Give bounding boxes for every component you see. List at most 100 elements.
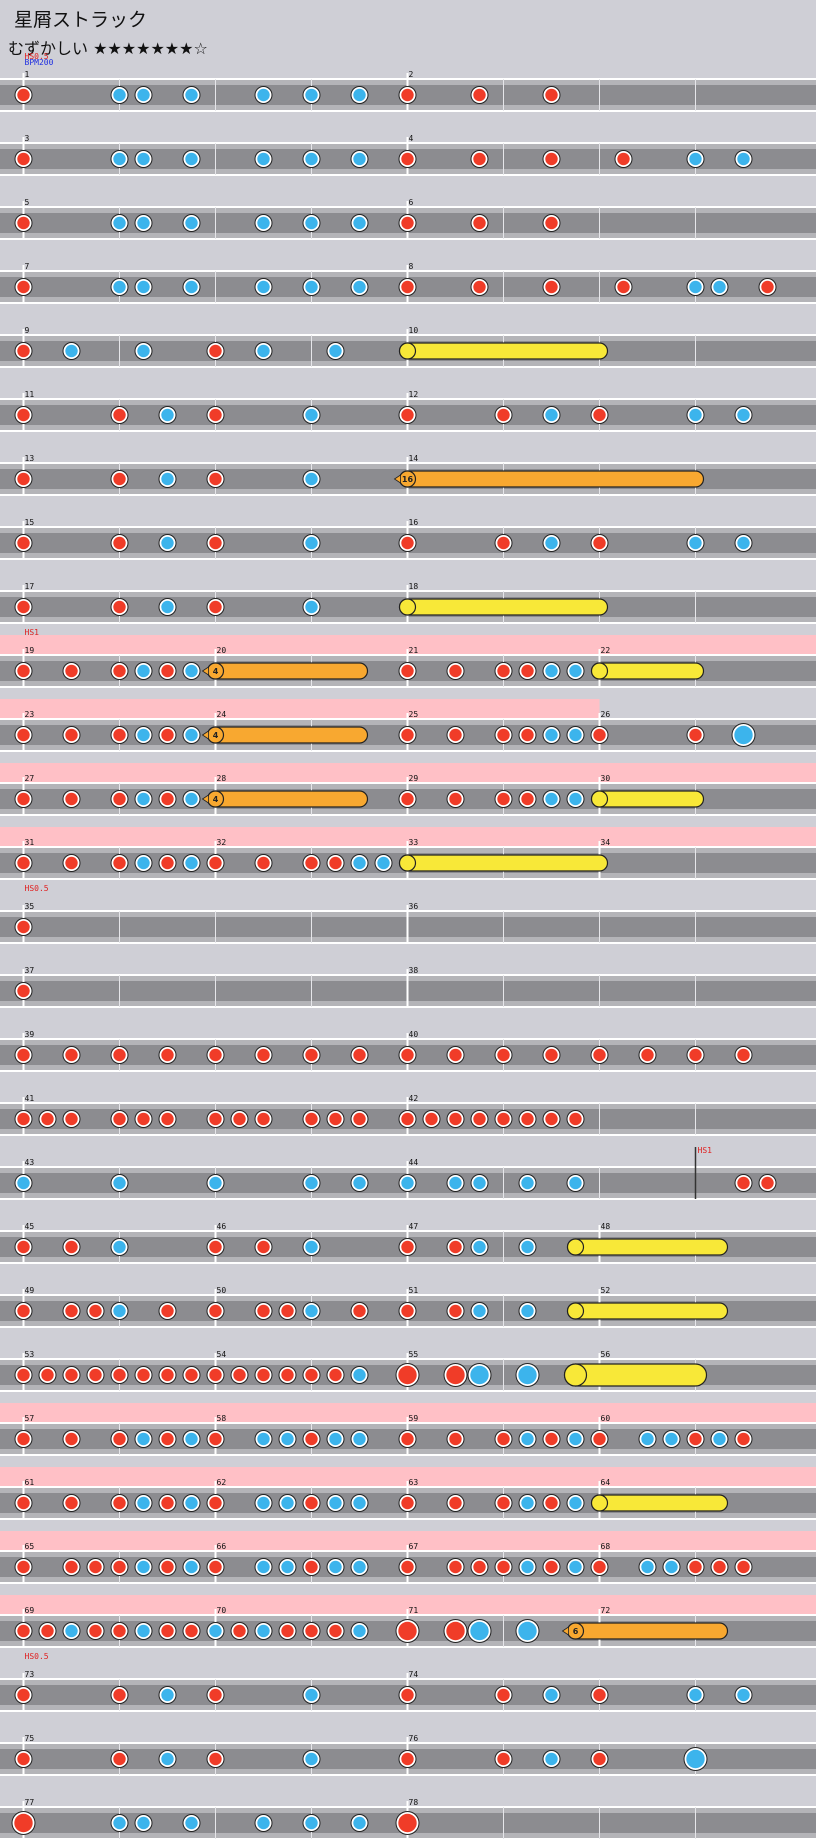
note-face: [161, 1496, 174, 1510]
note-face: [401, 728, 414, 742]
note-face: [257, 1304, 270, 1318]
note-face: [137, 1368, 150, 1382]
note-face: [545, 216, 558, 230]
note-face: [425, 1112, 438, 1126]
note-face: [305, 408, 318, 422]
note-face: [401, 792, 414, 806]
note-face: [17, 408, 30, 422]
note-face: [470, 1621, 489, 1641]
note-face: [185, 1560, 198, 1574]
note-face: [305, 88, 318, 102]
note-face: [137, 152, 150, 166]
measure-number: 34: [601, 838, 611, 847]
chart-row: 9 10: [0, 326, 816, 368]
balloon-tip: [201, 730, 209, 740]
note-face: [233, 1112, 246, 1126]
note-face: [137, 1432, 150, 1446]
note-face: [257, 216, 270, 230]
note-face: [209, 600, 222, 614]
note-face: [305, 1176, 318, 1190]
note-face: [398, 1365, 417, 1385]
note-face: [137, 1816, 150, 1830]
drumroll-bar: [566, 1302, 729, 1320]
chart-row: 53 54 55 56: [0, 1350, 816, 1392]
note-face: [65, 1560, 78, 1574]
note-face: [113, 728, 126, 742]
measure-number: 36: [409, 902, 419, 911]
measure-number: 73: [25, 1670, 35, 1679]
note-face: [593, 408, 606, 422]
measure-number: 58: [217, 1414, 227, 1423]
measure-number: 71: [409, 1606, 419, 1615]
note-face: [137, 344, 150, 358]
note-face: [281, 1368, 294, 1382]
measure-number: 78: [409, 1798, 419, 1807]
note-face: [473, 1176, 486, 1190]
note-face: [185, 88, 198, 102]
note-face: [305, 152, 318, 166]
note-face: [257, 1368, 270, 1382]
note-face: [257, 344, 270, 358]
note-face: [185, 1496, 198, 1510]
measure-number: 15: [25, 518, 35, 527]
note-face: [65, 1624, 78, 1638]
note-face: [185, 280, 198, 294]
note-face: [497, 1112, 510, 1126]
note-face: [329, 1368, 342, 1382]
note-face: [401, 664, 414, 678]
gogo-band: [407, 763, 600, 783]
note-face: [737, 1432, 750, 1446]
note-face: [65, 1240, 78, 1254]
note-face: [353, 1304, 366, 1318]
note-face: [401, 1752, 414, 1766]
gogo-band: [599, 1595, 816, 1615]
note-face: [686, 1749, 705, 1769]
note-face: [17, 600, 30, 614]
measure-number: 7: [25, 262, 30, 271]
drumroll-bar: [590, 1494, 729, 1512]
note-face: [113, 152, 126, 166]
gogo-band: [215, 699, 408, 719]
measure-number: 13: [25, 454, 35, 463]
note-face: [497, 1560, 510, 1574]
note-face: [41, 1112, 54, 1126]
note-face: [161, 1624, 174, 1638]
note-face: [401, 1048, 414, 1062]
measure-number: 6: [409, 198, 414, 207]
note-face: [737, 1176, 750, 1190]
note-face: [401, 1304, 414, 1318]
note-face: [401, 88, 414, 102]
chart-row: 57 58 59 60: [0, 1403, 816, 1456]
gogo-band: [407, 699, 600, 719]
balloon-count: 4: [213, 731, 219, 740]
measure-number: 63: [409, 1478, 419, 1487]
note-face: [209, 1112, 222, 1126]
note-face: [665, 1560, 678, 1574]
note-face: [257, 280, 270, 294]
note-face: [401, 1176, 414, 1190]
gogo-band: [215, 1595, 408, 1615]
note-face: [305, 1816, 318, 1830]
note-face: [113, 1368, 126, 1382]
measure-number: 11: [25, 390, 35, 399]
note-face: [89, 1304, 102, 1318]
note-face: [17, 920, 30, 934]
note-face: [161, 728, 174, 742]
measure-number: 20: [217, 646, 227, 655]
measure-number: 60: [601, 1414, 611, 1423]
note-face: [401, 216, 414, 230]
note-face: [593, 1688, 606, 1702]
note-face: [353, 1176, 366, 1190]
note-face: [65, 1048, 78, 1062]
note-face: [17, 152, 30, 166]
drumroll-head: [398, 854, 417, 872]
note-face: [137, 216, 150, 230]
note-face: [737, 408, 750, 422]
note-face: [209, 1560, 222, 1574]
note-face: [209, 1496, 222, 1510]
drumroll-head: [398, 342, 417, 360]
note-face: [17, 1176, 30, 1190]
note-face: [713, 1560, 726, 1574]
gogo-band: [0, 1403, 216, 1423]
